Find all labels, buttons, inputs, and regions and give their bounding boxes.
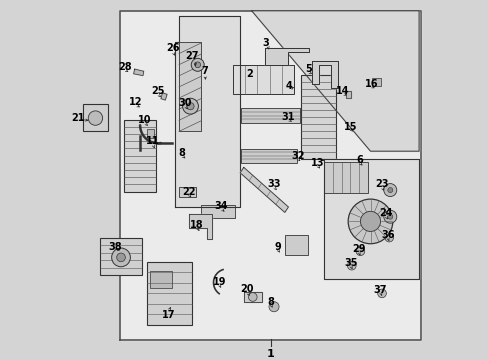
Text: 26: 26 xyxy=(166,42,180,53)
Text: 37: 37 xyxy=(373,285,386,295)
Text: 14: 14 xyxy=(335,86,349,96)
Circle shape xyxy=(347,199,392,244)
Text: 33: 33 xyxy=(267,179,280,189)
Circle shape xyxy=(117,253,125,262)
Polygon shape xyxy=(161,93,167,100)
Polygon shape xyxy=(251,11,418,151)
Text: 15: 15 xyxy=(343,122,357,132)
Polygon shape xyxy=(321,159,418,279)
Circle shape xyxy=(347,261,355,270)
Text: 21: 21 xyxy=(71,113,85,123)
Bar xyxy=(147,129,153,138)
Text: 35: 35 xyxy=(343,258,357,268)
Text: 20: 20 xyxy=(240,284,254,294)
Text: 7: 7 xyxy=(201,66,208,76)
Text: 30: 30 xyxy=(178,98,192,108)
Text: 12: 12 xyxy=(129,96,142,107)
Text: 19: 19 xyxy=(212,276,225,287)
Circle shape xyxy=(387,214,392,219)
Text: 4: 4 xyxy=(285,81,292,91)
Text: 36: 36 xyxy=(380,230,394,240)
Polygon shape xyxy=(265,48,309,65)
Circle shape xyxy=(111,248,130,267)
Text: 8: 8 xyxy=(178,148,185,158)
Bar xyxy=(324,162,367,193)
Text: 8: 8 xyxy=(267,297,274,307)
Text: 31: 31 xyxy=(281,112,295,122)
Circle shape xyxy=(360,211,380,231)
Circle shape xyxy=(194,62,200,68)
Bar xyxy=(83,104,107,131)
Text: 27: 27 xyxy=(185,51,199,61)
Bar xyxy=(179,187,196,197)
Bar xyxy=(150,271,171,288)
Circle shape xyxy=(384,233,393,242)
Circle shape xyxy=(387,188,392,193)
Text: 23: 23 xyxy=(374,179,388,189)
Text: 10: 10 xyxy=(138,114,152,125)
Text: 32: 32 xyxy=(290,150,304,161)
Bar xyxy=(301,75,335,159)
Polygon shape xyxy=(240,167,288,212)
Bar xyxy=(146,262,191,325)
Circle shape xyxy=(355,247,364,256)
Text: 28: 28 xyxy=(118,62,132,72)
Text: 16: 16 xyxy=(364,78,377,89)
Circle shape xyxy=(383,210,396,223)
Bar xyxy=(284,235,307,255)
Text: 25: 25 xyxy=(151,86,164,96)
Circle shape xyxy=(182,98,198,114)
Text: 13: 13 xyxy=(310,158,324,168)
Text: 38: 38 xyxy=(109,242,122,252)
Bar xyxy=(100,238,142,275)
Circle shape xyxy=(191,58,204,71)
Polygon shape xyxy=(188,214,212,239)
Text: 3: 3 xyxy=(262,38,269,48)
Bar xyxy=(241,149,296,163)
Polygon shape xyxy=(346,91,350,98)
Polygon shape xyxy=(175,16,240,207)
Text: 9: 9 xyxy=(274,242,281,252)
Text: 1: 1 xyxy=(266,348,274,359)
Circle shape xyxy=(377,289,386,298)
Text: 22: 22 xyxy=(182,186,195,197)
Polygon shape xyxy=(311,61,337,88)
Bar xyxy=(123,120,156,192)
Circle shape xyxy=(383,184,396,197)
Text: 5: 5 xyxy=(305,64,311,74)
Text: 24: 24 xyxy=(379,208,392,218)
Polygon shape xyxy=(244,292,261,302)
Bar xyxy=(232,65,294,94)
Circle shape xyxy=(248,293,257,301)
Bar xyxy=(201,205,235,218)
Bar xyxy=(179,42,201,131)
Text: 11: 11 xyxy=(146,136,160,146)
Text: 17: 17 xyxy=(162,310,175,320)
Text: 34: 34 xyxy=(214,201,227,211)
Bar xyxy=(241,108,300,123)
Text: 6: 6 xyxy=(356,155,362,165)
Text: 29: 29 xyxy=(351,244,365,254)
Bar xyxy=(371,78,381,86)
Text: 18: 18 xyxy=(190,220,203,230)
Polygon shape xyxy=(120,11,420,340)
Polygon shape xyxy=(133,69,143,76)
Circle shape xyxy=(268,302,279,312)
Text: 2: 2 xyxy=(246,69,253,79)
Circle shape xyxy=(186,103,194,110)
Circle shape xyxy=(88,111,102,125)
